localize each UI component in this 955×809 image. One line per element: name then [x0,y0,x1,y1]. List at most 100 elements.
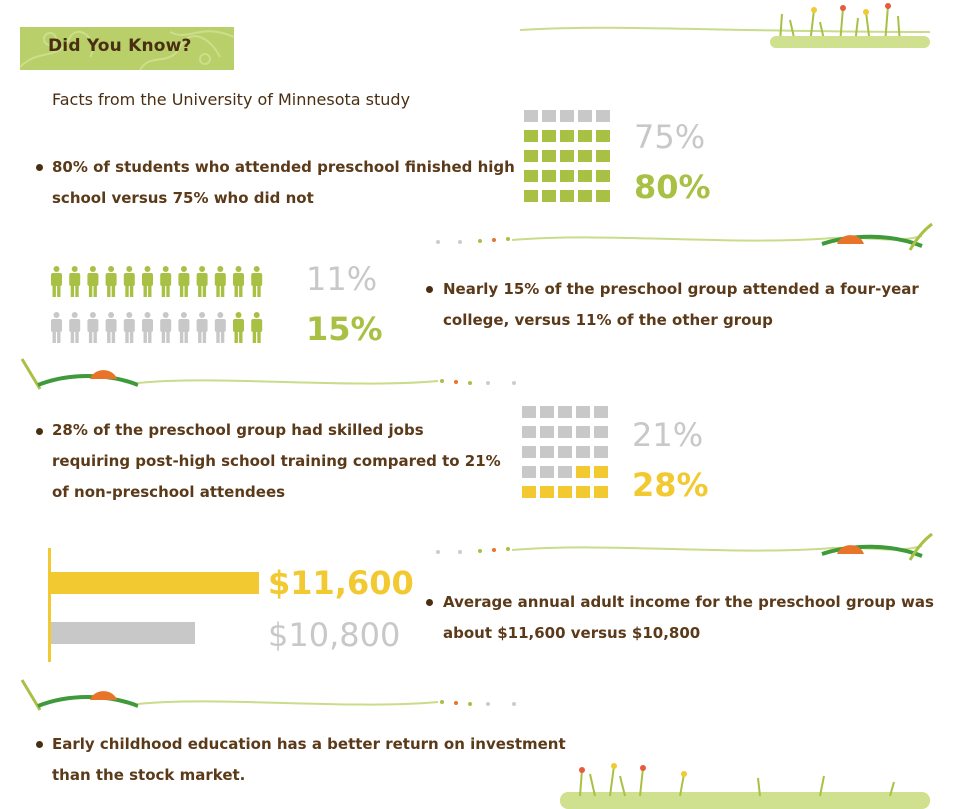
waffle-cell [594,486,608,498]
waffle-cell [596,110,610,122]
label-income-preschool: $11,600 [268,564,414,602]
waffle-cell [560,130,574,142]
waffle-cell [522,466,536,478]
person-icon [69,312,81,343]
waffle-cell [524,130,538,142]
waffle-cell [578,170,592,182]
waffle-cell [596,190,610,202]
person-icon [123,312,135,343]
person-icon [178,312,190,343]
bar-preschool [51,572,259,594]
page-subtitle: Facts from the University of Minnesota s… [52,90,411,109]
waffle-cell [596,130,610,142]
waffle-cell [522,446,536,458]
waffle-cell [540,426,554,438]
vine-divider-4 [20,679,516,711]
waffle-cell [524,170,538,182]
label-income-non-preschool: $10,800 [268,616,401,654]
waffle-cell [594,466,608,478]
waffle-cell [558,406,572,418]
waffle-cell [540,466,554,478]
person-icon [233,266,244,297]
waffle-cell [576,486,590,498]
grass-decoration-bottom [560,763,930,809]
waffle-cell [560,150,574,162]
label-15-percent: 15% [306,310,383,348]
label-80-percent: 80% [634,168,711,206]
waffle-cell [578,190,592,202]
fact-4-text: Average annual adult income for the pres… [443,593,934,642]
waffle-cell [540,486,554,498]
waffle-cell [578,150,592,162]
person-icon [51,312,62,343]
header-banner: Did You Know? [20,27,234,70]
waffle-cell [524,150,538,162]
vine-divider-3 [436,532,933,561]
waffle-cell [576,446,590,458]
person-icon [214,266,226,297]
waffle-cell [576,466,590,478]
waffle-cell [542,170,556,182]
waffle-cell [558,446,572,458]
waffle-cell [558,486,572,498]
waffle-cell [578,130,592,142]
label-21-percent: 21% [632,416,704,454]
waffle-cell [558,426,572,438]
vine-divider-2 [20,358,516,390]
person-icon [142,312,153,343]
waffle-cell [542,130,556,142]
waffle-cell [524,110,538,122]
person-icon [105,312,117,343]
pictograph-college [48,264,268,344]
person-icon [69,266,81,297]
waffle-cell [522,426,536,438]
bullet-2 [426,286,433,293]
person-icons [51,266,263,343]
page-title: Did You Know? [48,36,192,56]
waffle-cell [542,110,556,122]
waffle-cell [560,190,574,202]
banner-swirl-pattern [20,30,234,70]
waffle-cell [540,406,554,418]
person-icon [233,312,244,343]
waffle-chart-skilled-jobs [522,406,612,508]
person-icon [178,266,190,297]
person-icon [160,312,172,343]
waffle-cell [560,170,574,182]
bullet-4 [426,599,433,606]
waffle-cell [524,190,538,202]
fact-2-text: Nearly 15% of the preschool group attend… [443,280,919,329]
waffle-cell [594,406,608,418]
waffle-cell [558,466,572,478]
person-icon [87,312,99,343]
waffle-cell [576,426,590,438]
bullet-5 [36,741,43,748]
waffle-cell [578,110,592,122]
waffle-chart-graduation [524,110,614,212]
axis-line [48,548,51,662]
person-icon [251,266,263,297]
grass-decoration-top [520,3,931,48]
vine-divider-1 [436,222,933,251]
person-icon [196,266,208,297]
bullet-1 [36,164,43,171]
waffle-cell [596,150,610,162]
person-icon [87,266,99,297]
waffle-cell [542,190,556,202]
waffle-cell [594,426,608,438]
waffle-cell [576,406,590,418]
person-icon [123,266,135,297]
person-icon [105,266,117,297]
person-icon [251,312,263,343]
bullet-3 [36,428,43,435]
waffle-cell [542,150,556,162]
person-icon [196,312,208,343]
waffle-cell [596,170,610,182]
fact-3-text: 28% of the preschool group had skilled j… [52,421,501,501]
waffle-cell [540,446,554,458]
fact-5-text: Early childhood education has a better r… [52,735,566,784]
person-icon [160,266,172,297]
waffle-cell [522,406,536,418]
waffle-cell [594,446,608,458]
income-bar-chart [48,548,259,662]
